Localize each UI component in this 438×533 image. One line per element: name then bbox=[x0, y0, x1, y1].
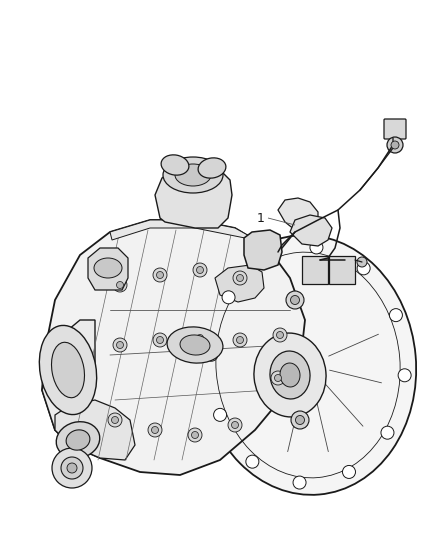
Ellipse shape bbox=[163, 157, 223, 193]
Circle shape bbox=[197, 266, 204, 273]
Circle shape bbox=[112, 416, 119, 424]
Ellipse shape bbox=[161, 155, 189, 175]
Circle shape bbox=[205, 348, 218, 361]
Circle shape bbox=[398, 369, 411, 382]
Circle shape bbox=[237, 336, 244, 343]
Circle shape bbox=[222, 291, 235, 304]
Circle shape bbox=[113, 338, 127, 352]
Circle shape bbox=[237, 274, 244, 281]
Circle shape bbox=[113, 278, 127, 292]
Polygon shape bbox=[88, 248, 128, 290]
Circle shape bbox=[214, 408, 226, 422]
FancyBboxPatch shape bbox=[384, 119, 406, 139]
Circle shape bbox=[357, 262, 370, 275]
Circle shape bbox=[193, 331, 207, 345]
Circle shape bbox=[148, 423, 162, 437]
Circle shape bbox=[286, 291, 304, 309]
Ellipse shape bbox=[198, 158, 226, 178]
Circle shape bbox=[261, 252, 273, 264]
Ellipse shape bbox=[167, 327, 223, 363]
Polygon shape bbox=[55, 400, 135, 460]
Circle shape bbox=[275, 375, 282, 382]
Circle shape bbox=[291, 411, 309, 429]
Circle shape bbox=[293, 476, 306, 489]
Polygon shape bbox=[110, 220, 260, 242]
Circle shape bbox=[343, 465, 356, 479]
Circle shape bbox=[156, 271, 163, 279]
Circle shape bbox=[117, 281, 124, 288]
Circle shape bbox=[246, 455, 259, 468]
Circle shape bbox=[296, 416, 304, 424]
Polygon shape bbox=[42, 220, 305, 475]
Circle shape bbox=[357, 257, 367, 267]
Circle shape bbox=[188, 428, 202, 442]
Circle shape bbox=[52, 448, 92, 488]
Polygon shape bbox=[244, 230, 282, 270]
Circle shape bbox=[108, 413, 122, 427]
Text: 1: 1 bbox=[257, 212, 265, 224]
Polygon shape bbox=[215, 265, 264, 302]
Circle shape bbox=[387, 137, 403, 153]
Circle shape bbox=[152, 426, 159, 433]
Ellipse shape bbox=[280, 363, 300, 387]
Circle shape bbox=[156, 336, 163, 343]
Circle shape bbox=[233, 333, 247, 347]
Circle shape bbox=[197, 335, 204, 342]
Ellipse shape bbox=[180, 335, 210, 355]
Circle shape bbox=[389, 309, 403, 321]
Ellipse shape bbox=[56, 422, 100, 458]
Ellipse shape bbox=[66, 430, 90, 450]
FancyBboxPatch shape bbox=[329, 256, 355, 284]
Polygon shape bbox=[290, 215, 332, 246]
Circle shape bbox=[273, 328, 287, 342]
Circle shape bbox=[117, 342, 124, 349]
Ellipse shape bbox=[254, 333, 326, 417]
Ellipse shape bbox=[200, 235, 416, 495]
Circle shape bbox=[153, 268, 167, 282]
Circle shape bbox=[153, 333, 167, 347]
Polygon shape bbox=[155, 165, 232, 228]
Ellipse shape bbox=[39, 326, 97, 415]
Circle shape bbox=[232, 422, 239, 429]
Circle shape bbox=[381, 426, 394, 439]
Circle shape bbox=[67, 463, 77, 473]
Circle shape bbox=[310, 241, 323, 254]
Circle shape bbox=[233, 271, 247, 285]
Circle shape bbox=[61, 457, 83, 479]
Circle shape bbox=[193, 263, 207, 277]
Ellipse shape bbox=[94, 258, 122, 278]
Circle shape bbox=[228, 418, 242, 432]
Circle shape bbox=[290, 295, 300, 304]
Circle shape bbox=[191, 432, 198, 439]
FancyBboxPatch shape bbox=[302, 256, 328, 284]
Polygon shape bbox=[42, 320, 95, 440]
Circle shape bbox=[271, 371, 285, 385]
Circle shape bbox=[276, 332, 283, 338]
Ellipse shape bbox=[52, 342, 85, 398]
Ellipse shape bbox=[175, 164, 211, 186]
Polygon shape bbox=[278, 198, 318, 232]
Ellipse shape bbox=[270, 351, 310, 399]
Circle shape bbox=[391, 141, 399, 149]
